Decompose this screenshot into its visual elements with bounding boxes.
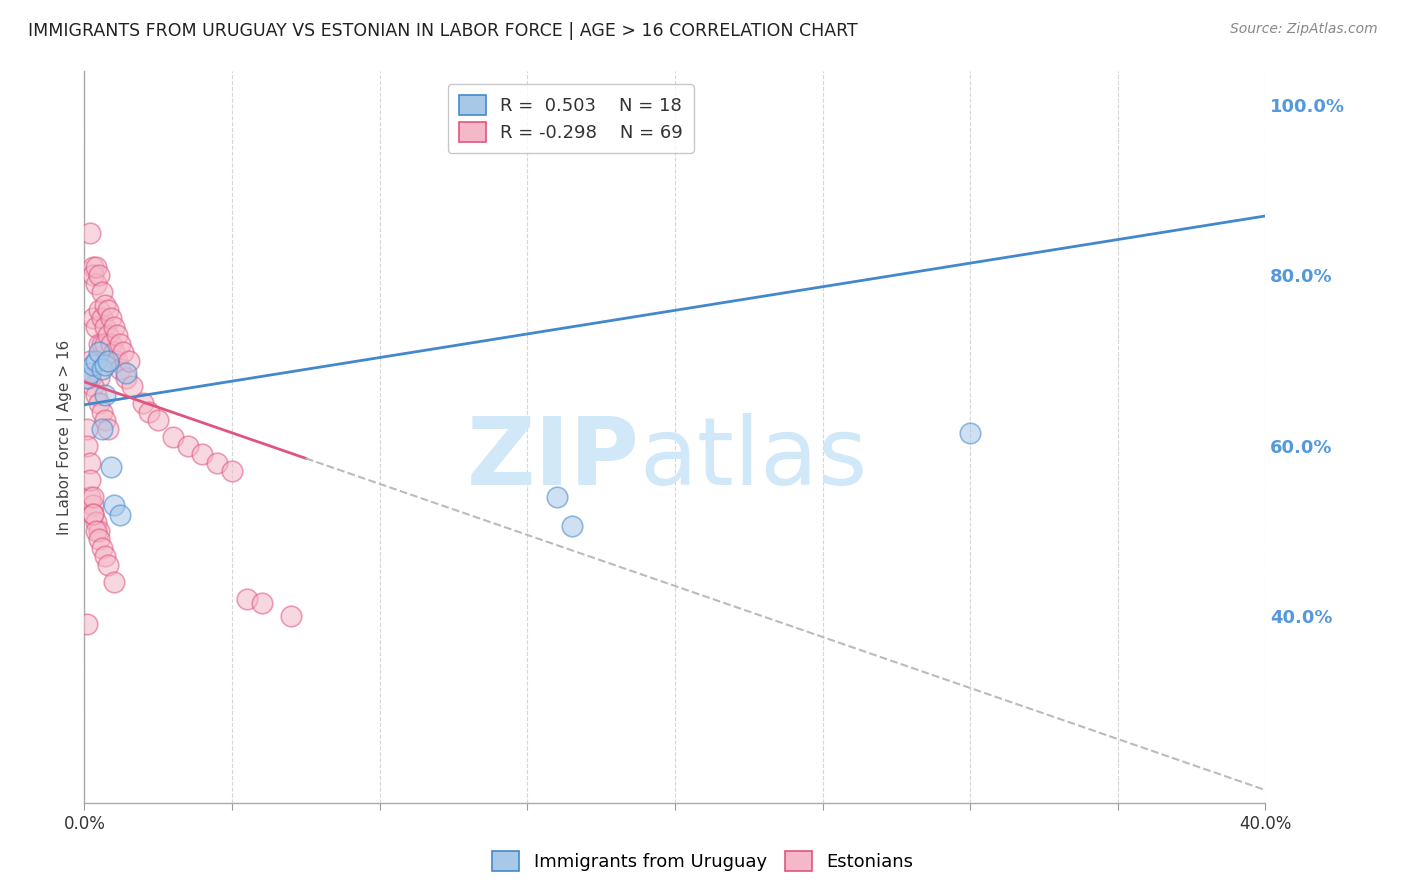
Point: [97, 328, 120, 343]
Point: [97, 421, 120, 435]
Point: [221, 464, 243, 478]
Point: [87, 302, 111, 317]
Point: [79, 366, 101, 380]
Point: [100, 336, 122, 351]
Point: [76, 421, 98, 435]
Point: [103, 498, 125, 512]
Point: [94, 336, 117, 351]
Point: [87, 396, 111, 410]
Point: [105, 328, 128, 343]
Point: [959, 425, 981, 440]
Point: [79, 226, 101, 240]
Point: [84, 319, 107, 334]
Point: [108, 508, 131, 523]
Point: [91, 311, 114, 326]
Text: ZIP: ZIP: [467, 413, 640, 505]
Point: [76, 439, 98, 453]
Point: [84, 260, 107, 274]
Point: [100, 311, 122, 326]
Point: [103, 345, 125, 359]
Point: [91, 285, 114, 300]
Point: [82, 268, 104, 283]
Point: [79, 490, 101, 504]
Point: [114, 366, 136, 380]
Point: [103, 574, 125, 589]
Point: [94, 358, 117, 372]
Point: [236, 591, 259, 606]
Point: [87, 345, 111, 359]
Point: [79, 473, 101, 487]
Point: [76, 617, 98, 632]
Text: atlas: atlas: [640, 413, 868, 505]
Point: [97, 353, 120, 368]
Y-axis label: In Labor Force | Age > 16: In Labor Force | Age > 16: [58, 340, 73, 534]
Point: [91, 336, 114, 351]
Point: [97, 302, 120, 317]
Point: [191, 447, 214, 461]
Point: [82, 498, 104, 512]
Point: [82, 311, 104, 326]
Legend: Immigrants from Uruguay, Estonians: Immigrants from Uruguay, Estonians: [485, 844, 921, 879]
Point: [87, 524, 111, 538]
Text: IMMIGRANTS FROM URUGUAY VS ESTONIAN IN LABOR FORCE | AGE > 16 CORRELATION CHART: IMMIGRANTS FROM URUGUAY VS ESTONIAN IN L…: [28, 22, 858, 40]
Point: [91, 541, 114, 555]
Point: [84, 353, 107, 368]
Point: [82, 490, 104, 504]
Point: [132, 396, 155, 410]
Point: [250, 596, 273, 610]
Point: [79, 370, 101, 384]
Point: [82, 507, 104, 521]
Point: [87, 268, 111, 283]
Point: [79, 456, 101, 470]
Point: [100, 459, 122, 474]
Point: [97, 558, 120, 572]
Point: [82, 379, 104, 393]
Point: [162, 430, 184, 444]
Point: [94, 319, 117, 334]
Point: [91, 362, 114, 376]
Point: [561, 519, 583, 533]
Point: [546, 490, 568, 504]
Point: [94, 413, 117, 427]
Point: [82, 507, 104, 521]
Point: [177, 439, 200, 453]
Point: [121, 379, 143, 393]
Point: [118, 353, 141, 368]
Point: [91, 421, 114, 435]
Point: [84, 387, 107, 401]
Point: [94, 387, 117, 401]
Point: [111, 345, 134, 359]
Point: [84, 524, 107, 538]
Point: [79, 353, 101, 368]
Point: [84, 277, 107, 291]
Point: [87, 336, 111, 351]
Point: [114, 370, 136, 384]
Point: [108, 362, 131, 376]
Point: [94, 298, 117, 312]
Point: [138, 404, 160, 418]
Point: [148, 413, 170, 427]
Point: [97, 353, 120, 368]
Point: [76, 370, 98, 384]
Point: [105, 353, 128, 368]
Point: [91, 404, 114, 418]
Point: [87, 532, 111, 546]
Point: [87, 370, 111, 384]
Point: [82, 358, 104, 372]
Point: [94, 549, 117, 563]
Point: [84, 515, 107, 529]
Point: [207, 456, 229, 470]
Text: Source: ZipAtlas.com: Source: ZipAtlas.com: [1230, 22, 1378, 37]
Point: [108, 336, 131, 351]
Legend: R =  0.503    N = 18, R = -0.298    N = 69: R = 0.503 N = 18, R = -0.298 N = 69: [447, 84, 693, 153]
Point: [82, 260, 104, 274]
Point: [280, 608, 302, 623]
Point: [103, 319, 125, 334]
